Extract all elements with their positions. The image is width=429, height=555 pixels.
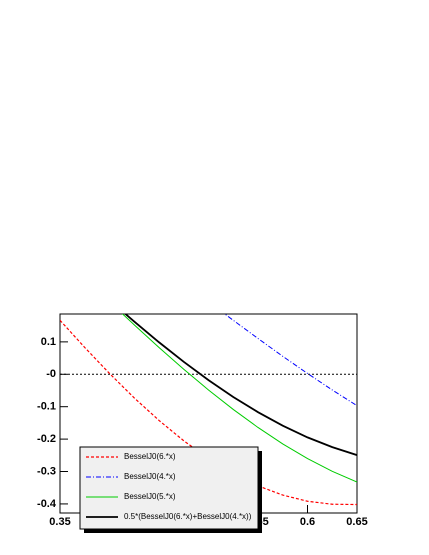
y-tick-label: -0 (46, 368, 56, 380)
plot-area (60, 314, 357, 506)
series-line (124, 314, 357, 456)
y-tick-label: -0.4 (37, 498, 57, 510)
legend-label: 0.5*(BesselJ0(6.*x)+BesselJ0(4.*x)) (124, 512, 252, 521)
series-line (121, 314, 357, 483)
y-tick-label: -0.1 (37, 401, 56, 413)
legend-label: BesselJ0(5.*x) (124, 492, 176, 501)
legend-label: BesselJ0(4.*x) (124, 472, 176, 481)
series-line (224, 314, 357, 407)
y-tick-label: -0.3 (37, 465, 56, 477)
y-tick-label: 0.1 (41, 336, 56, 348)
x-tick-label: 0.65 (346, 516, 367, 528)
series-line (60, 319, 357, 506)
legend-label: BesselJ0(6.*x) (124, 452, 176, 461)
x-tick-label: 0.6 (300, 516, 315, 528)
y-tick-label: -0.2 (37, 433, 56, 445)
x-tick-label: 0.35 (49, 516, 70, 528)
legend-box (79, 446, 259, 530)
